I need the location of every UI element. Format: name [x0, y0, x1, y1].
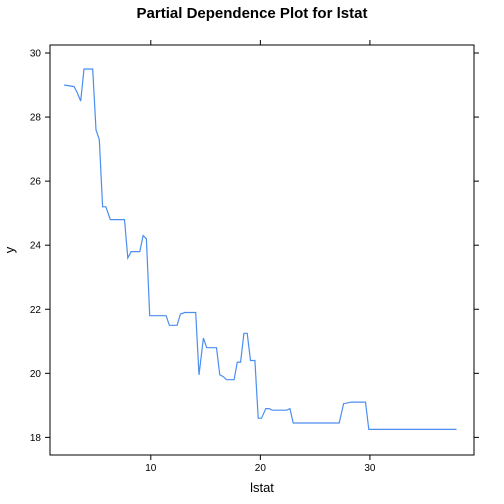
partial-dependence-line: [64, 68, 457, 430]
x-tick-label: 10: [145, 463, 157, 474]
y-axis: 18 20 22 24 26 28 30: [30, 49, 479, 444]
y-tick-label: 28: [30, 113, 42, 124]
x-tick-label: 20: [255, 463, 267, 474]
y-tick-label: 18: [30, 433, 42, 444]
x-tick-label: 30: [364, 463, 376, 474]
y-tick-label: 20: [30, 369, 42, 380]
x-axis-title: lstat: [250, 480, 274, 495]
x-axis: 10 20 30: [145, 40, 376, 474]
y-tick-label: 30: [30, 49, 42, 60]
y-axis-title: y: [2, 246, 17, 253]
y-tick-label: 22: [30, 305, 42, 316]
y-tick-label: 26: [30, 177, 42, 188]
plot-frame: [49, 44, 475, 456]
chart-title: Partial Dependence Plot for lstat: [137, 5, 368, 22]
y-tick-label: 24: [30, 241, 42, 252]
